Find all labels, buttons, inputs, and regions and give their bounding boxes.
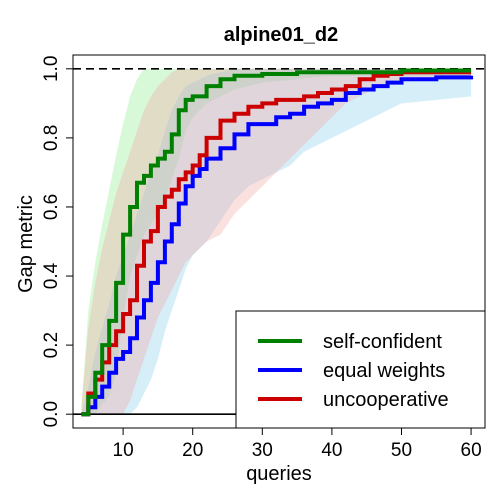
legend-label-equal-weights: equal weights (323, 360, 445, 382)
y-tick-label: 0.2 (41, 332, 62, 358)
uncooperative-band (81, 68, 472, 415)
legend-label-self-confident: self-confident (323, 331, 442, 353)
y-tick-label: 0.6 (41, 194, 62, 220)
self-confident-band (81, 68, 472, 415)
x-tick-label: 60 (461, 440, 482, 461)
x-tick-label: 50 (391, 440, 412, 461)
equal-weights-band (81, 68, 472, 415)
x-axis-label: queries (246, 463, 312, 485)
equal-weights-line (81, 75, 474, 417)
y-tick-label: 0.4 (41, 262, 62, 289)
y-axis: 0.0 0.2 0.4 0.6 0.8 1.0 (41, 56, 73, 427)
x-tick-label: 30 (252, 440, 273, 461)
self-confident-line (81, 68, 472, 417)
x-tick-label: 40 (321, 440, 342, 461)
x-tick-label: 20 (182, 440, 203, 461)
y-tick-label: 1.0 (41, 56, 62, 82)
uncooperative-line (81, 70, 472, 417)
x-axis: 10 20 30 40 50 60 (113, 428, 482, 461)
chart-title: alpine01_d2 (224, 24, 339, 46)
legend: self-confident equal weights uncooperative (235, 310, 486, 429)
series-lines (81, 68, 474, 417)
y-tick-label: 0.8 (41, 125, 62, 151)
y-axis-label: Gap metric (15, 195, 37, 293)
confidence-bands (81, 68, 472, 415)
legend-label-uncooperative: uncooperative (323, 389, 449, 411)
x-tick-label: 10 (113, 440, 134, 461)
y-tick-label: 0.0 (41, 401, 62, 427)
